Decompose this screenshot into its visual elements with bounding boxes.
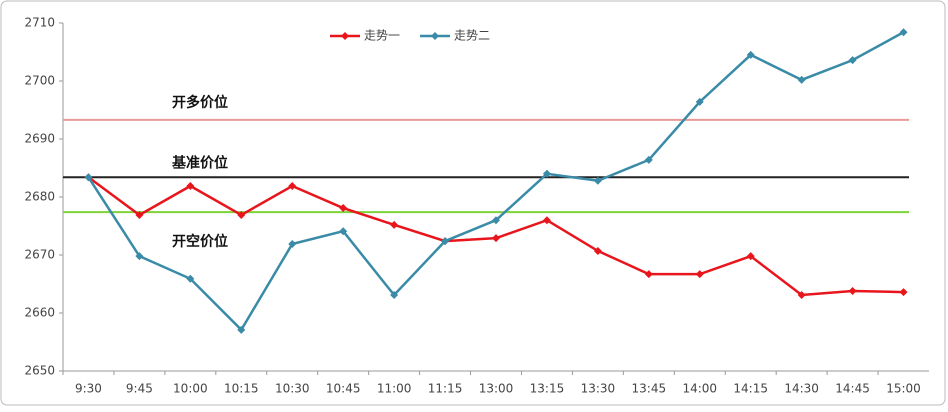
point — [492, 216, 500, 225]
x-tick-label: 10:45 — [326, 382, 361, 396]
point — [441, 237, 450, 246]
point — [339, 204, 348, 213]
x-tick-label: 10:00 — [173, 382, 208, 396]
point — [797, 291, 806, 300]
y-tick-label: 2660 — [24, 306, 55, 320]
point — [797, 75, 806, 84]
x-tick-label: 9:45 — [126, 382, 153, 396]
point — [492, 234, 500, 243]
y-tick-label: 2680 — [24, 190, 55, 204]
x-tick-label: 13:15 — [530, 382, 565, 396]
x-tick-label: 11:00 — [377, 382, 412, 396]
x-tick-label: 13:45 — [632, 382, 667, 396]
point — [899, 28, 908, 37]
x-tick-label: 14:45 — [835, 382, 870, 396]
x-tick-label: 9:30 — [75, 382, 102, 396]
reference-label: 开空价位 — [172, 233, 228, 250]
x-tick-label: 14:30 — [784, 382, 819, 396]
x-tick-label: 13:00 — [479, 382, 514, 396]
point — [848, 56, 857, 65]
y-tick-label: 2670 — [24, 248, 55, 262]
point — [644, 155, 653, 164]
x-tick-label: 14:15 — [733, 382, 768, 396]
point — [542, 216, 551, 225]
x-tick-label: 11:15 — [428, 382, 463, 396]
point — [237, 210, 246, 219]
legend-marker — [341, 32, 349, 40]
legend-label: 走势二 — [454, 29, 490, 43]
x-tick-label: 14:00 — [682, 382, 717, 396]
point — [186, 181, 195, 190]
x-tick-label: 10:15 — [224, 382, 259, 396]
point — [542, 169, 551, 178]
point — [848, 286, 857, 295]
point — [695, 97, 704, 106]
y-tick-label: 2690 — [24, 132, 55, 146]
point — [746, 252, 755, 261]
point — [593, 176, 602, 185]
reference-label: 开多价位 — [172, 94, 228, 111]
point — [288, 239, 297, 248]
point — [695, 270, 704, 279]
point — [135, 210, 144, 219]
y-tick-label: 2700 — [24, 74, 55, 88]
x-tick-label: 15:00 — [886, 382, 921, 396]
point — [899, 288, 908, 297]
point — [390, 220, 399, 229]
legend-label: 走势一 — [364, 29, 400, 43]
point — [746, 50, 755, 59]
point — [84, 173, 93, 182]
point — [390, 291, 399, 300]
point — [593, 246, 602, 255]
reference-label: 基准价位 — [172, 154, 228, 171]
point — [186, 274, 195, 283]
x-tick-label: 10:30 — [275, 382, 310, 396]
point — [339, 227, 348, 236]
point — [288, 181, 297, 190]
legend-marker — [431, 32, 439, 40]
y-tick-label: 2650 — [24, 364, 55, 378]
point — [644, 270, 653, 279]
point — [135, 252, 144, 261]
y-tick-label: 2710 — [24, 16, 55, 30]
point — [237, 325, 246, 334]
x-tick-label: 13:30 — [581, 382, 616, 396]
